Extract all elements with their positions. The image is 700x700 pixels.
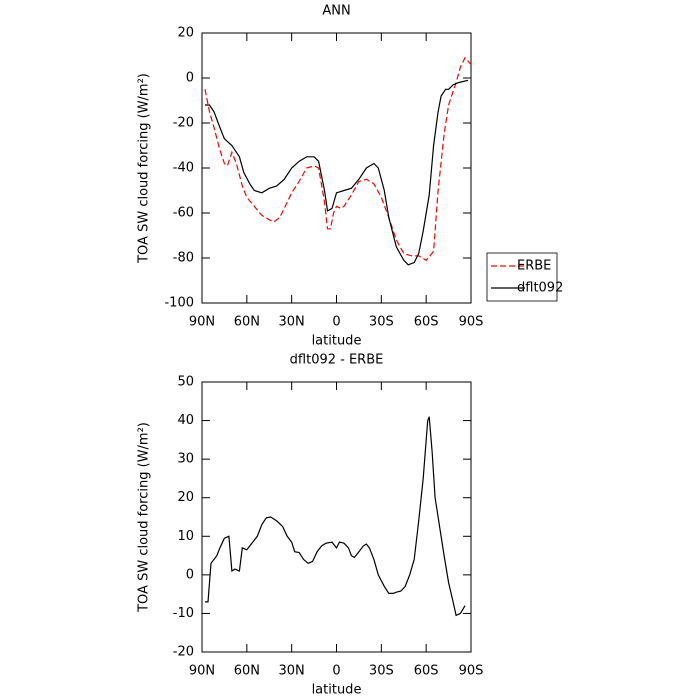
legend-label: dflt092 — [517, 281, 563, 296]
y-tick-label: -100 — [164, 296, 194, 311]
x-tick-label: 60N — [234, 315, 260, 330]
x-tick-label: 60S — [414, 664, 439, 679]
y-tick-label: -20 — [173, 645, 194, 660]
y-tick-label: -20 — [173, 116, 194, 131]
data-line — [205, 79, 469, 266]
data-line — [204, 56, 472, 262]
x-tick-label: 90S — [459, 315, 484, 330]
x-tick-label: 60N — [234, 664, 260, 679]
x-tick-label: 90S — [459, 664, 484, 679]
y-tick-label: 0 — [186, 71, 194, 86]
x-axis-label: latitude — [312, 334, 362, 349]
x-tick-label: 90N — [189, 664, 215, 679]
x-tick-label: 30S — [369, 664, 394, 679]
y-axis-label: TOA SW cloud forcing (W/m²) — [137, 73, 152, 264]
y-tick-label: -80 — [173, 251, 194, 266]
y-tick-label: 0 — [186, 567, 194, 582]
y-tick-label: 30 — [177, 452, 194, 467]
chart-title: ANN — [322, 4, 350, 19]
y-tick-label: -40 — [173, 161, 194, 176]
x-tick-label: 60S — [414, 315, 439, 330]
y-tick-label: 40 — [177, 413, 194, 428]
x-tick-label: 0 — [332, 315, 340, 330]
y-tick-label: 10 — [177, 529, 194, 544]
y-tick-label: 50 — [177, 375, 194, 390]
x-tick-label: 30S — [369, 315, 394, 330]
legend-box — [486, 252, 558, 302]
chart-title: dflt092 - ERBE — [290, 353, 384, 368]
x-tick-label: 0 — [332, 664, 340, 679]
x-tick-label: 30N — [279, 315, 305, 330]
data-line — [205, 416, 466, 617]
y-tick-label: -10 — [173, 606, 194, 621]
y-tick-label: -60 — [173, 206, 194, 221]
x-tick-label: 30N — [279, 664, 305, 679]
x-axis-label: latitude — [312, 683, 362, 698]
x-tick-label: 90N — [189, 315, 215, 330]
plot-frame — [201, 381, 472, 653]
y-tick-label: 20 — [177, 490, 194, 505]
y-axis-label: TOA SW cloud forcing (W/m²) — [137, 422, 152, 613]
legend-label: ERBE — [517, 259, 551, 274]
y-tick-label: 20 — [177, 26, 194, 41]
